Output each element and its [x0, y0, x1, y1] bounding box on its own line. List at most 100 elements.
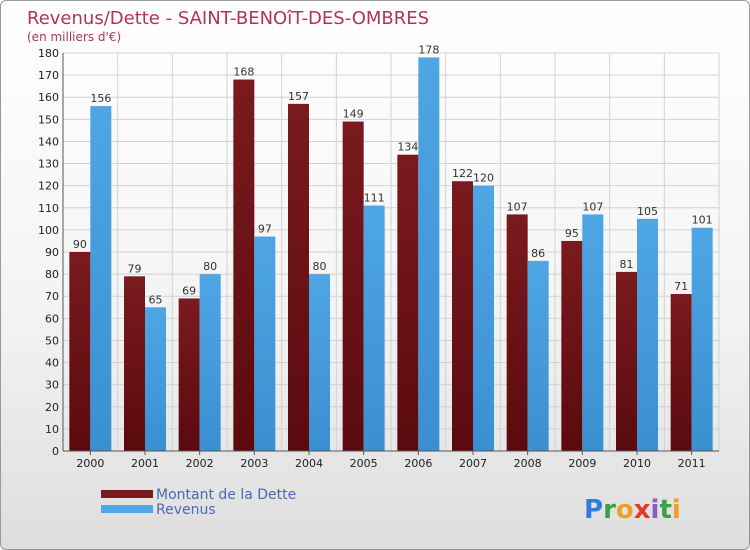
value-labels: 90 156 79 65 69 80 168 97 157 80 149 111 134 178 122 12…	[73, 43, 713, 306]
y-tick-label: 150	[38, 113, 59, 126]
y-tick-label: 30	[45, 379, 59, 392]
value-label: 65	[149, 293, 163, 306]
bar-revenus-2005	[363, 205, 385, 451]
logo-letter: t	[659, 495, 671, 525]
bar-dette-2008	[506, 214, 528, 451]
x-tick-label: 2001	[131, 457, 159, 470]
axes: 0 10 20 30 40 50 60 70 80 90 100 110 120 130 140 150 160…	[38, 47, 719, 470]
bar-revenus-2004	[309, 274, 330, 451]
value-label: 101	[692, 214, 713, 227]
legend-swatch	[101, 505, 153, 513]
logo-letter: i	[672, 495, 681, 525]
bars	[69, 57, 713, 452]
y-tick-label: 20	[45, 401, 59, 414]
x-tick-label: 2009	[568, 457, 596, 470]
value-label: 81	[620, 258, 634, 271]
y-tick-label: 40	[45, 357, 59, 370]
x-tick-label: 2007	[459, 457, 487, 470]
value-label: 80	[313, 260, 327, 273]
bar-revenus-2007	[473, 185, 494, 451]
value-label: 86	[531, 247, 545, 260]
y-tick-label: 70	[45, 290, 59, 303]
bar-revenus-2002	[199, 274, 221, 451]
chart-title: Revenus/Dette - SAINT-BENOîT-DES-OMBRES	[27, 8, 429, 29]
value-label: 90	[73, 238, 87, 251]
grid	[62, 52, 720, 452]
bar-revenus-2006	[418, 57, 440, 452]
x-tick-label: 2005	[350, 457, 378, 470]
x-tick-label: 2002	[186, 457, 214, 470]
bar-dette-2010	[616, 271, 637, 451]
x-tick-label: 2003	[240, 457, 268, 470]
bar-revenus-2010	[637, 218, 658, 451]
y-tick-label: 170	[38, 69, 59, 82]
value-label: 69	[182, 284, 196, 297]
bar-revenus-2008	[527, 260, 549, 451]
chart-subtitle: (en milliers d'€)	[27, 30, 121, 44]
x-tick-label: 2011	[678, 457, 706, 470]
bar-dette-2000	[69, 252, 91, 451]
bar-revenus-2009	[582, 214, 604, 451]
x-tick-label: 2010	[623, 457, 651, 470]
y-tick-label: 90	[45, 246, 59, 259]
value-label: 105	[637, 205, 658, 218]
bar-dette-2004	[288, 103, 309, 451]
logo-letter: x	[634, 495, 651, 525]
bar-revenus-2001	[145, 307, 166, 451]
y-tick-label: 100	[38, 224, 59, 237]
legend-label: Montant de la Dette	[156, 487, 296, 503]
y-tick-label: 110	[38, 202, 59, 215]
y-tick-label: 80	[45, 268, 59, 281]
bar-dette-2002	[178, 298, 200, 451]
proxiti-logo: Proxiti	[584, 495, 681, 525]
value-label: 97	[258, 223, 272, 236]
y-tick-label: 0	[52, 445, 59, 458]
value-label: 107	[582, 200, 603, 213]
value-label: 80	[203, 260, 217, 273]
value-label: 79	[128, 262, 142, 275]
bar-dette-2009	[561, 240, 583, 451]
bar-revenus-2003	[254, 236, 276, 451]
bar-dette-2006	[397, 154, 419, 451]
value-label: 122	[452, 167, 473, 180]
x-tick-label: 2006	[404, 457, 432, 470]
y-tick-label: 160	[38, 91, 59, 104]
bar-dette-2001	[124, 276, 145, 451]
value-label: 95	[565, 227, 579, 240]
y-tick-label: 60	[45, 312, 59, 325]
y-tick-label: 180	[38, 47, 59, 60]
y-tick-label: 140	[38, 135, 59, 148]
bar-dette-2007	[452, 181, 473, 451]
value-label: 111	[364, 192, 385, 205]
y-tick-label: 10	[45, 423, 59, 436]
y-tick-label: 120	[38, 180, 59, 193]
logo-letter: i	[651, 495, 660, 525]
legend-label: Revenus	[156, 502, 216, 518]
bar-revenus-2011	[691, 227, 713, 451]
value-label: 71	[674, 280, 688, 293]
x-tick-label: 2008	[514, 457, 542, 470]
value-label: 156	[90, 92, 111, 105]
y-tick-label: 130	[38, 158, 59, 171]
logo-letter: r	[603, 495, 616, 525]
value-label: 178	[418, 43, 439, 56]
x-tick-label: 2000	[76, 457, 104, 470]
value-label: 107	[507, 200, 528, 213]
value-label: 168	[233, 66, 254, 79]
x-tick-label: 2004	[295, 457, 323, 470]
value-label: 120	[473, 172, 494, 185]
logo-letter: o	[616, 495, 634, 525]
bar-dette-2003	[233, 79, 255, 452]
value-label: 157	[288, 90, 309, 103]
bar-dette-2011	[670, 294, 692, 451]
legend-swatch	[101, 490, 153, 498]
value-label: 134	[397, 141, 418, 154]
bar-revenus-2000	[90, 106, 112, 452]
y-tick-label: 50	[45, 334, 59, 347]
logo-letter: P	[584, 495, 603, 525]
value-label: 149	[343, 108, 364, 121]
bar-dette-2005	[342, 121, 364, 452]
